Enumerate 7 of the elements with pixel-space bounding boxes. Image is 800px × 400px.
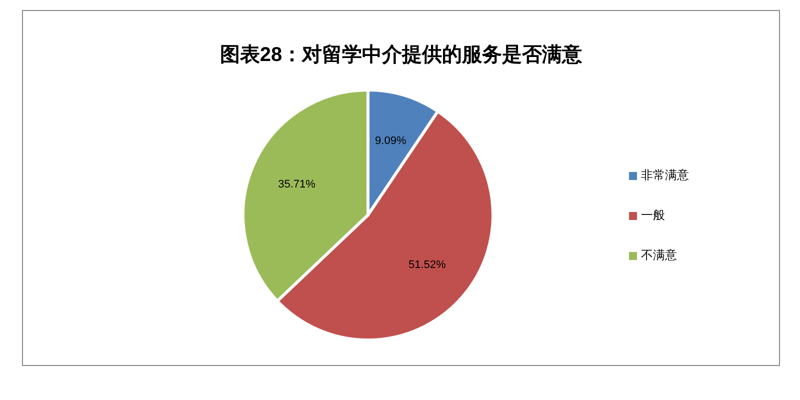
legend-label: 不满意 (641, 248, 677, 262)
data-label: 51.52% (408, 259, 446, 272)
chart-title: 图表28：对留学中介提供的服务是否满意 (218, 43, 584, 66)
data-label: 9.09% (375, 134, 406, 147)
data-label: 35.71% (278, 178, 316, 190)
legend-label: 非常满意 (641, 168, 689, 182)
legend-label: 一般 (641, 208, 665, 222)
